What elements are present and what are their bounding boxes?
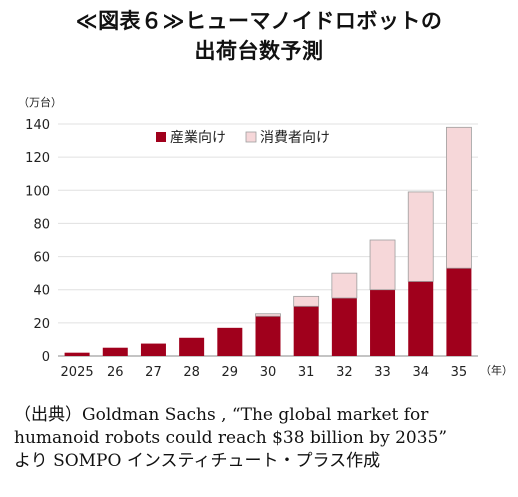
x-tick-label: 32 — [336, 365, 353, 380]
x-tick-label: 29 — [222, 365, 239, 380]
x-tick-label: 30 — [260, 365, 277, 380]
x-tick-label: 31 — [298, 365, 315, 380]
bar-industrial — [446, 268, 472, 356]
bar-industrial — [64, 352, 90, 356]
bar-consumer — [255, 313, 281, 317]
x-tick-label: 27 — [145, 365, 162, 380]
y-tick-label: 140 — [25, 118, 50, 133]
y-tick-label: 60 — [33, 251, 50, 266]
bar-industrial — [140, 343, 166, 356]
x-tick-label: 2025 — [61, 365, 94, 380]
y-tick-label: 120 — [25, 151, 50, 166]
y-axis-unit: （万台） — [18, 95, 62, 109]
bar-industrial — [217, 327, 243, 356]
bar-industrial — [179, 337, 205, 356]
y-tick-label: 80 — [33, 217, 50, 232]
y-tick-label: 40 — [33, 284, 50, 299]
x-tick-label: 26 — [107, 365, 124, 380]
legend-swatch-industrial — [156, 132, 166, 142]
source-line2: humanoid robots could reach $38 billion … — [14, 428, 448, 448]
y-tick-label: 100 — [25, 184, 50, 199]
shipment-chart: 0 20 40 60 80 100 120 140 （万台） 2025 26 27 28 29 30 31 32… — [18, 95, 513, 380]
legend-label-consumer: 消費者向け — [260, 130, 330, 146]
bar-consumer — [369, 239, 396, 291]
chart-title-line2: 出荷台数予測 — [194, 39, 324, 63]
chart-title-line1: ≪図表６≫ヒューマノイドロボットの — [75, 9, 443, 33]
y-tick-label: 0 — [42, 350, 50, 365]
x-tick-label: 34 — [412, 365, 429, 380]
x-tick-label: 33 — [374, 365, 391, 380]
source-note: （出典）Goldman Sachs , “The global market f… — [14, 404, 514, 473]
bar-industrial — [331, 298, 357, 356]
x-tick-label: 28 — [183, 365, 200, 380]
legend-label-industrial: 産業向け — [170, 130, 226, 146]
source-line3: より SOMPO インスティチュート・プラス作成 — [14, 451, 381, 471]
y-tick-label: 20 — [33, 317, 50, 332]
bar-consumer — [446, 126, 472, 269]
bar-consumer — [407, 191, 434, 282]
chart-title: ≪図表６≫ヒューマノイドロボットの 出荷台数予測 — [0, 6, 518, 66]
bar-industrial — [293, 306, 319, 356]
bar-industrial — [255, 316, 281, 356]
bar-industrial — [370, 289, 396, 356]
source-line1: （出典）Goldman Sachs , “The global market f… — [14, 405, 429, 425]
legend-swatch-consumer — [245, 131, 257, 143]
bar-consumer — [331, 272, 358, 299]
bar-industrial — [102, 347, 128, 356]
bar-industrial — [408, 281, 434, 356]
x-tick-label: 35 — [451, 365, 468, 380]
x-axis-unit: （年） — [480, 363, 513, 377]
bar-consumer — [293, 295, 320, 307]
